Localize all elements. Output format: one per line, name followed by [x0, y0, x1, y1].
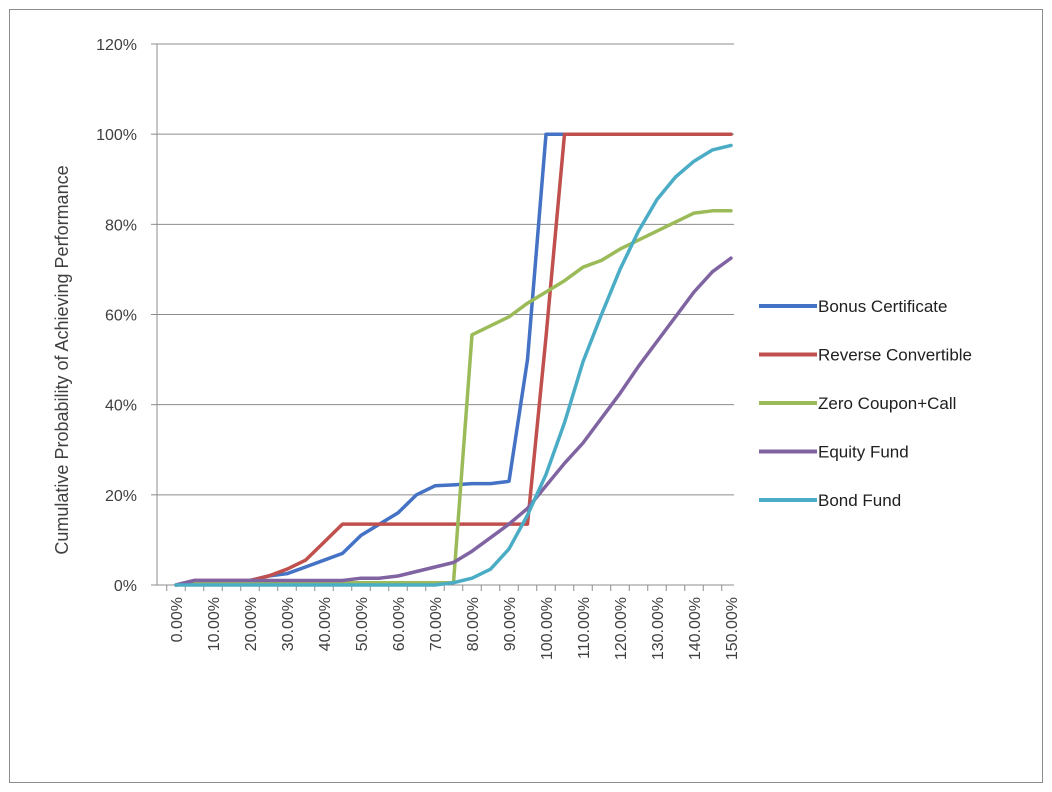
series-line-bonus-certificate	[174, 132, 733, 587]
legend-label: Zero Coupon+Call	[818, 394, 956, 413]
x-tick-label: 50.00%	[354, 597, 371, 651]
legend-label: Bond Fund	[818, 491, 901, 510]
x-tick-label: 140.00%	[687, 597, 704, 660]
y-tick-label: 20%	[105, 488, 137, 505]
x-tick-label: 70.00%	[428, 597, 445, 651]
x-tick-label: 90.00%	[502, 597, 519, 651]
series-line-equity-fund	[174, 256, 733, 587]
x-tick-label: 100.00%	[539, 597, 556, 660]
x-tick-label: 150.00%	[724, 597, 741, 660]
legend: Bonus Certificate Reverse Convertible Zero…	[759, 297, 972, 510]
y-tick-label: 100%	[96, 127, 137, 144]
x-tick-label: 20.00%	[243, 597, 260, 651]
x-tick-label: 30.00%	[280, 597, 297, 651]
series-line-zero-coupon-call	[174, 209, 733, 587]
series-line-bond-fund	[174, 143, 733, 587]
x-tick-label: 110.00%	[576, 597, 593, 659]
y-axis-title: Cumulative Probability of Achieving Perf…	[52, 165, 72, 554]
legend-label: Bonus Certificate	[818, 297, 947, 316]
x-axis-tick-labels: 0.00% 10.00% 20.00% 30.00% 40.00% 50.00% 60.00…	[169, 597, 741, 660]
axes	[151, 43, 734, 591]
x-tick-label: 130.00%	[650, 597, 667, 660]
series-lines	[174, 132, 733, 587]
legend-label: Reverse Convertible	[818, 346, 972, 365]
legend-label: Equity Fund	[818, 443, 909, 462]
chart-frame	[9, 9, 1043, 783]
series-line-reverse-convertible	[174, 132, 733, 587]
y-tick-label: 40%	[105, 398, 137, 415]
x-tick-label: 10.00%	[206, 597, 223, 651]
gridlines	[157, 43, 734, 496]
x-tick-label: 40.00%	[317, 597, 334, 651]
x-tick-label: 120.00%	[613, 597, 630, 660]
x-tick-label: 0.00%	[169, 597, 186, 642]
y-tick-label: 60%	[105, 308, 137, 325]
x-tick-label: 60.00%	[391, 597, 408, 651]
y-tick-label: 0%	[114, 578, 137, 595]
x-tick-label: 80.00%	[465, 597, 482, 651]
y-tick-label: 80%	[105, 217, 137, 234]
y-tick-label: 120%	[96, 37, 137, 54]
y-axis-tick-labels: 0% 20% 40% 60% 80% 100% 120%	[96, 37, 137, 595]
